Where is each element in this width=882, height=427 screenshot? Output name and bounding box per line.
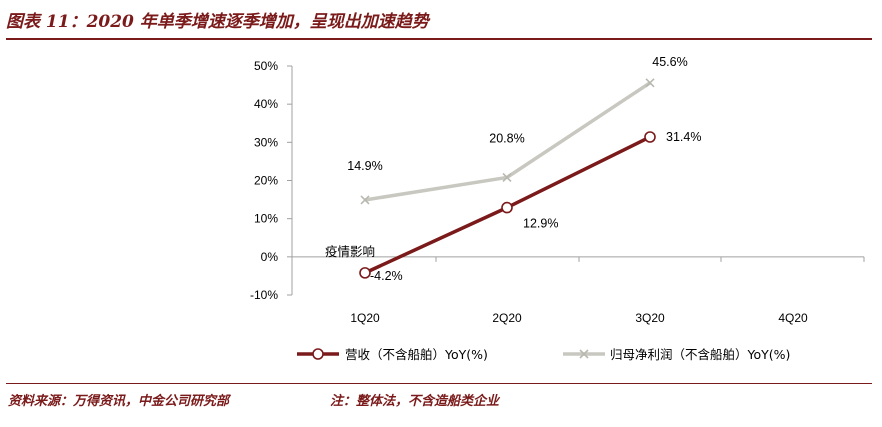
method-note: 注：整体法，不含造船类企业 [330, 394, 500, 409]
title-rule [6, 38, 872, 40]
profit-point [645, 78, 655, 88]
epidemic-annotation: 疫情影响 [325, 244, 375, 259]
chart-title: 图表 11：2020 年单季增速逐季增加，呈现出加速趋势 [6, 12, 429, 32]
y-tick-label: 20% [254, 174, 278, 188]
x-tick-label: 1Q20 [350, 311, 380, 325]
profit-point-stroke [645, 78, 655, 88]
x-tick-label: 4Q20 [778, 311, 808, 325]
y-tick-label: -10% [250, 288, 278, 302]
profit-point-stroke [360, 195, 370, 205]
source-note: 资料来源：万得资讯，中金公司研究部 [8, 394, 230, 409]
legend: 营收（不含船舶）YoY(%) 归母净利润（不含船舶）YoY(%) [297, 347, 790, 362]
revenue-data-label: -4.2% [370, 269, 403, 283]
revenue-data-label: 12.9% [523, 217, 558, 231]
footer-rule [6, 383, 872, 384]
y-tick-label: 10% [254, 212, 278, 226]
profit-data-label: 45.6% [652, 55, 687, 69]
y-tick-label: 40% [254, 97, 278, 111]
revenue-point [501, 201, 513, 214]
profit-data-label: 14.9% [347, 159, 382, 173]
legend-revenue-marker [312, 348, 324, 360]
profit-point [360, 195, 370, 205]
revenue-data-label: 31.4% [666, 130, 701, 144]
legend-revenue-label: 营收（不含船舶）YoY(%) [345, 347, 488, 362]
data-labels: -4.2% 12.9% 31.4% 14.9% 20.8% 45.6% [347, 55, 701, 283]
x-tick-label: 2Q20 [492, 311, 522, 325]
profit-point [502, 172, 512, 183]
y-axis-labels: -10% 0% 10% 20% 30% 40% 50% [250, 59, 278, 302]
x-tick-label: 3Q20 [635, 311, 665, 325]
profit-point-stroke [502, 172, 512, 183]
revenue-point [644, 131, 656, 143]
legend-profit-marker [579, 349, 589, 359]
legend-profit-label: 归母净利润（不含船舶）YoY(%) [610, 347, 790, 362]
y-tick-label: 30% [254, 135, 278, 149]
series-markers [359, 78, 656, 279]
x-axis-labels: 1Q20 2Q20 3Q20 4Q20 [350, 311, 808, 325]
y-tick-label: 50% [254, 59, 278, 73]
profit-data-label: 20.8% [489, 131, 524, 145]
revenue-point [359, 267, 371, 279]
y-tick-label: 0% [261, 250, 279, 264]
chart-axes [287, 65, 865, 296]
